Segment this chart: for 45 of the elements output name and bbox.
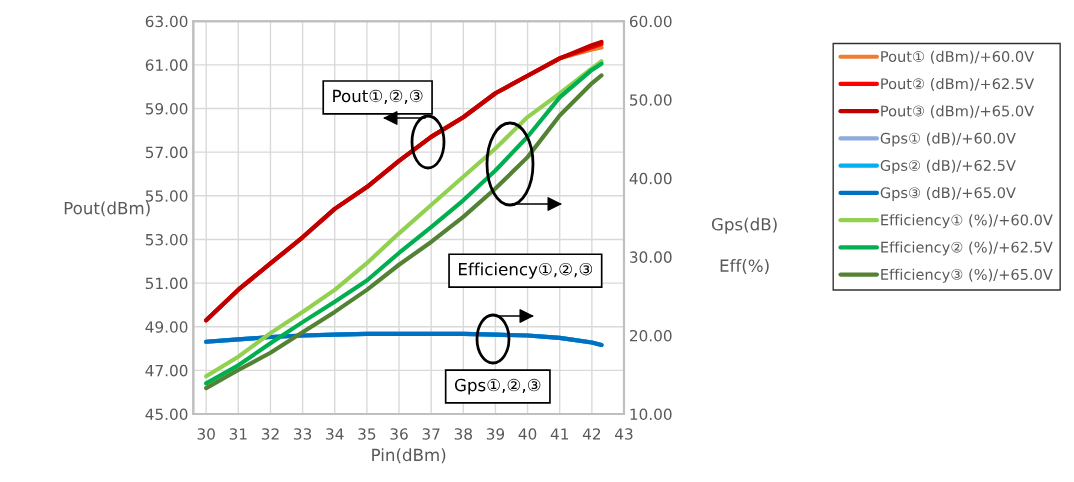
x-tick-label: 38 [454,428,472,440]
legend-label: Gps① (dB)/+60.0V [880,132,1016,147]
legend-label: Efficiency① (%)/+60.0V [881,214,1053,229]
y-tick-label: 47.00 [145,364,188,377]
legend-label: Efficiency② (%)/+62.5V [881,241,1053,256]
y-tick-label: 63.00 [145,15,188,28]
x-tick-label: 32 [261,428,279,440]
x-tick-label: 31 [229,428,247,440]
x-tick-label: 34 [326,428,344,440]
y2-tick-label: 10.00 [630,408,672,421]
x-tick-label: 30 [197,428,215,440]
x-tick-label: 36 [390,428,408,440]
y-tick-label: 59.00 [145,102,188,115]
x-tick-label: 40 [518,428,537,440]
y-tick-label: 57.00 [145,146,188,159]
y-tick-label: 61.00 [145,59,188,71]
y-tick-label: 51.00 [145,277,188,290]
x-axis-title: Pin(dBm) [372,448,446,464]
y2-tick-label: 60.00 [629,15,672,28]
legend-label: Efficiency③ (%)/+65.0V [881,268,1053,283]
y2-tick-label: 40.00 [629,172,672,185]
x-tick-label: 42 [582,428,601,440]
legend-label: Pout③ (dBm)/+65.0V [881,105,1035,119]
y-tick-label: 49.00 [145,321,188,333]
y2-tick-label: 20.00 [629,329,672,342]
y2-tick-label: 30.00 [630,251,672,263]
x-tick-label: 33 [294,428,312,440]
text: Gps(dB) Eff(%) [711,217,777,274]
legend-label: Gps③ (dB)/+65.0V [880,186,1016,202]
x-tick-label: 43 [615,428,633,440]
x-tick-label: 41 [550,428,569,440]
x-tick-label: 39 [486,428,505,440]
annotation: Gps①,②,③ [454,378,541,395]
x-tick-label: 37 [422,428,440,440]
y-tick-label: 45.00 [145,408,188,421]
y-axis-title: Pout(dBm) [64,201,150,217]
annotation: Efficiency①,②,③ [459,262,593,279]
legend-label: Pout① (dBm)/+60.0V [881,50,1035,64]
legend-label: Gps② (dB)/+62.5V [880,159,1016,174]
y2-tick-label: 50.00 [630,94,672,106]
annotation: Pout①,②,③ [333,89,423,104]
y-tick-label: 55.00 [145,190,188,202]
y-tick-label: 53.00 [145,233,188,246]
x-tick-label: 35 [358,428,376,440]
legend-label: Pout② (dBm)/+62.5V [881,77,1035,91]
